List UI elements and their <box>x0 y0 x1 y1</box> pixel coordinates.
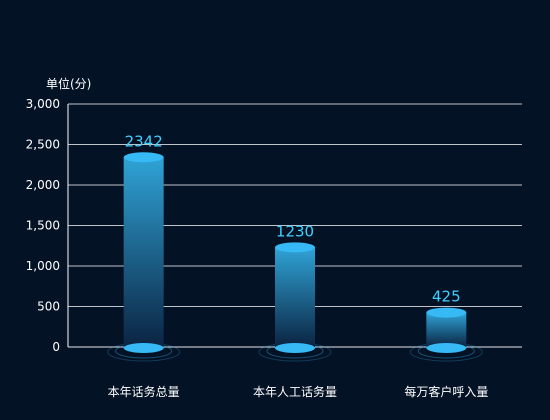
category-label: 本年话务总量 <box>108 384 180 399</box>
y-axis-unit-label: 单位(分) <box>46 77 92 91</box>
category-label: 每万客户呼入量 <box>404 384 488 399</box>
y-tick-label: 500 <box>37 300 60 314</box>
bar <box>275 247 315 347</box>
bar <box>123 157 164 347</box>
y-axis: 0 500 1,000 1,500 2,000 2,500 3,000 <box>26 97 69 354</box>
y-tick-label: 2,500 <box>26 138 60 152</box>
bar-value-label: 2342 <box>125 132 163 150</box>
y-tick-label: 2,000 <box>26 178 60 192</box>
y-tick-label: 0 <box>52 340 60 354</box>
bar-group: 425 <box>409 288 483 362</box>
bar-top-cap <box>275 242 315 253</box>
bars: 2342 1230 425 <box>107 132 483 362</box>
y-tick-label: 3,000 <box>26 97 60 111</box>
category-label: 本年人工话务量 <box>253 384 337 399</box>
bar-bottom-cap <box>123 343 164 353</box>
bar-value-label: 1230 <box>276 222 314 240</box>
bar-bottom-cap <box>426 343 467 353</box>
bar-value-label: 425 <box>432 288 461 306</box>
y-tick-label: 1,500 <box>26 219 60 233</box>
bar-top-cap <box>123 152 164 163</box>
bar <box>426 312 467 347</box>
bar-group: 1230 <box>258 222 332 362</box>
bar-top-cap <box>426 307 467 318</box>
category-labels: 本年话务总量 本年人工话务量 每万客户呼入量 <box>108 384 489 399</box>
y-tick-label: 1,000 <box>26 259 60 273</box>
bar-bottom-cap <box>275 343 315 353</box>
bar-group: 2342 <box>107 132 181 362</box>
